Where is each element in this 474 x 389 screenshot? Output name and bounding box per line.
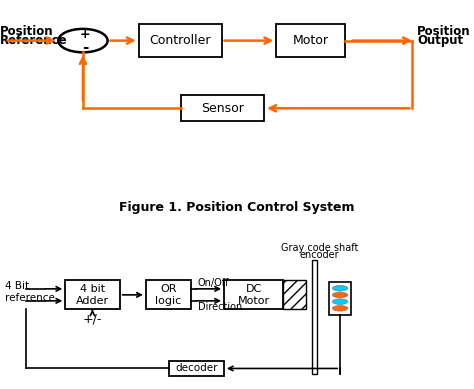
Text: -: - (82, 40, 89, 55)
Text: Motor: Motor (292, 34, 328, 47)
Circle shape (332, 305, 348, 311)
Text: encoder: encoder (300, 250, 339, 259)
Text: Sensor: Sensor (201, 102, 244, 115)
Text: Reference: Reference (0, 34, 68, 47)
Text: 4 bit
Adder: 4 bit Adder (76, 284, 109, 306)
Bar (138, 24, 221, 57)
Text: On/Off: On/Off (198, 278, 229, 288)
Bar (224, 280, 283, 309)
Bar (181, 95, 264, 121)
Circle shape (58, 29, 108, 53)
Bar (312, 260, 317, 373)
Text: Output: Output (417, 34, 463, 47)
Bar (169, 361, 224, 376)
Circle shape (332, 292, 348, 298)
Bar (65, 280, 119, 309)
Text: +: + (80, 28, 91, 42)
Text: 4 Bit: 4 Bit (5, 281, 29, 291)
Text: decoder: decoder (175, 363, 218, 373)
Circle shape (332, 286, 348, 291)
Text: Figure 1. Position Control System: Figure 1. Position Control System (119, 201, 355, 214)
Text: Direction: Direction (198, 302, 242, 312)
Circle shape (332, 299, 348, 305)
Bar (146, 280, 191, 309)
Bar (276, 24, 345, 57)
Text: Controller: Controller (149, 34, 211, 47)
Text: OR
logic: OR logic (155, 284, 182, 306)
Text: DC
Motor: DC Motor (237, 284, 270, 306)
Text: reference: reference (5, 293, 55, 303)
Text: Position: Position (0, 25, 54, 38)
Bar (283, 280, 306, 309)
Bar (329, 282, 352, 315)
Text: Gray code shaft: Gray code shaft (281, 243, 358, 253)
Text: Position: Position (417, 25, 471, 38)
Text: +/-: +/- (83, 312, 102, 325)
